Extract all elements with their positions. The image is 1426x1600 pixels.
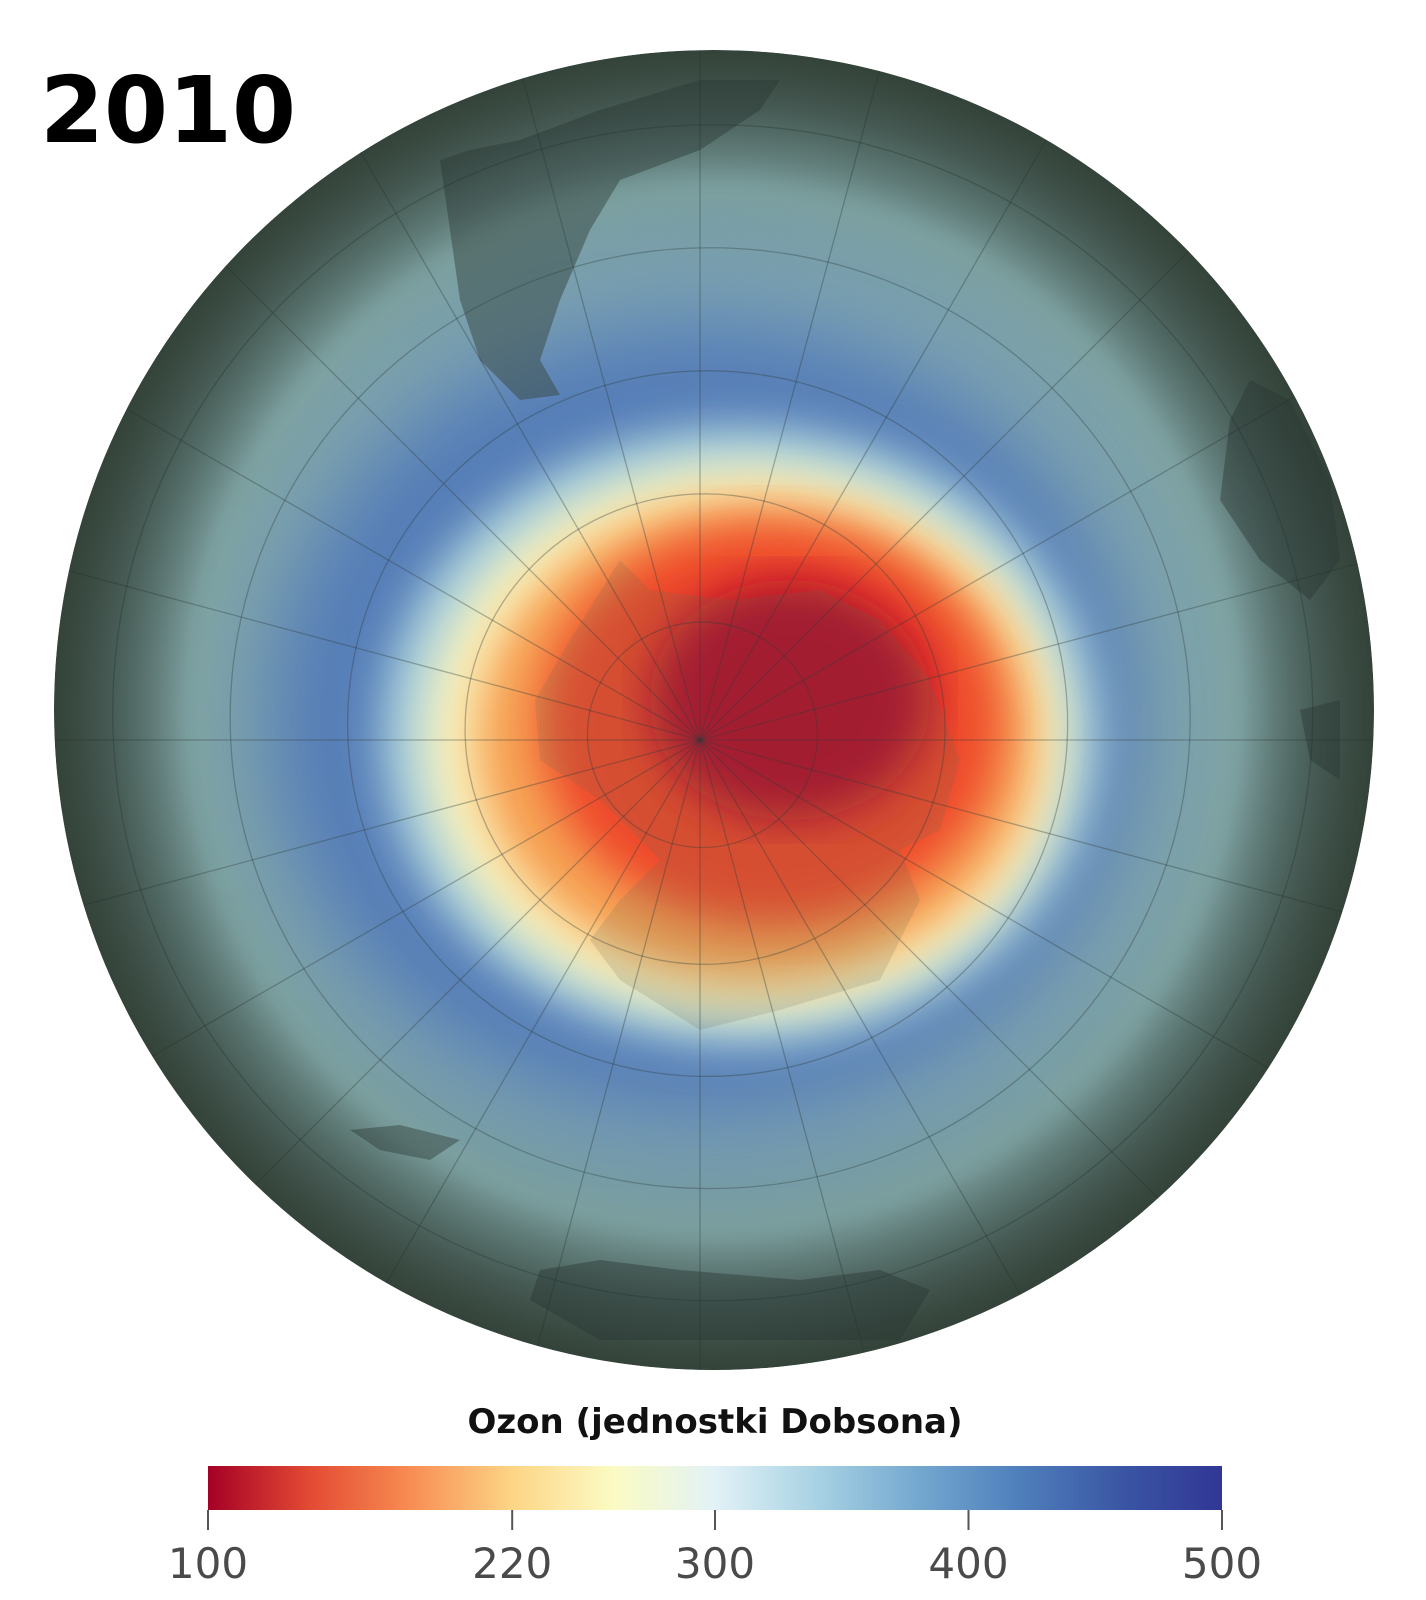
title: 2010 <box>40 57 296 164</box>
tick-label: 100 <box>168 1539 248 1588</box>
tick-label: 300 <box>675 1539 755 1588</box>
tick-label: 500 <box>1182 1539 1262 1588</box>
colorbar-label: Ozon (jednostki Dobsona) <box>467 1402 962 1442</box>
globe <box>54 50 1374 1370</box>
tick-label: 400 <box>928 1539 1008 1588</box>
tick-label: 220 <box>472 1539 552 1588</box>
globe-shade <box>54 50 1374 1370</box>
colorbar <box>208 1466 1222 1510</box>
